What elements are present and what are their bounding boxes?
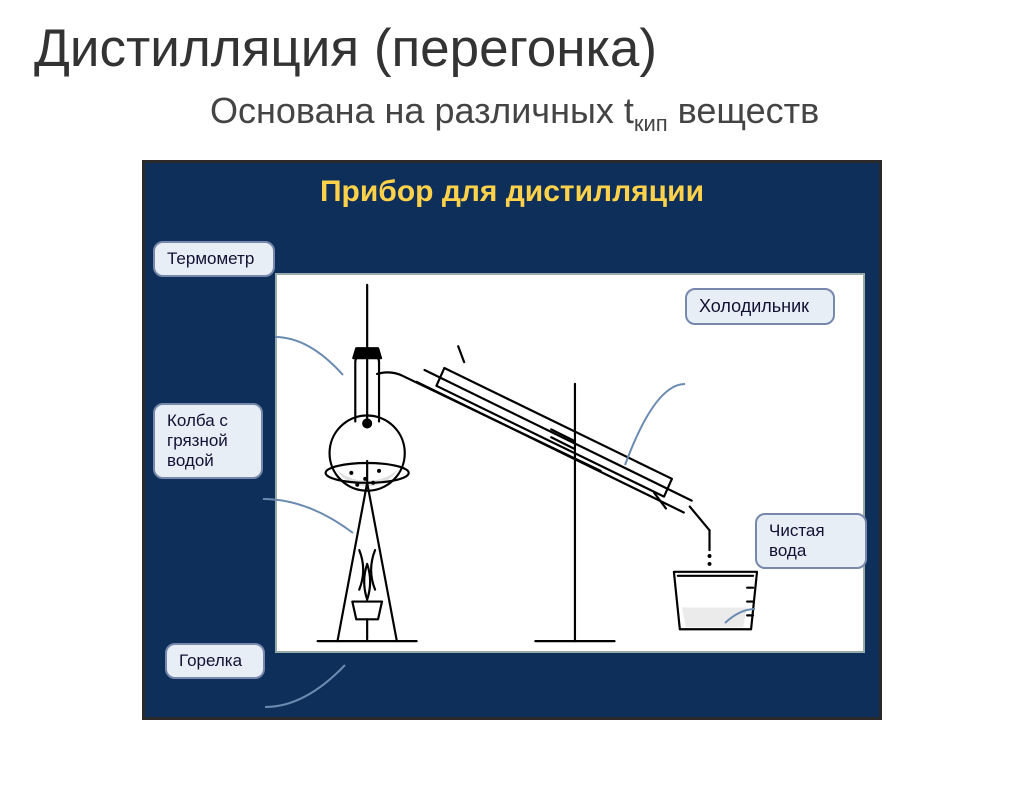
subtitle-prefix: Основана на различных t — [210, 90, 634, 131]
label-burner: Горелка — [165, 643, 265, 679]
label-pure-water: Чистаявода — [755, 513, 867, 569]
diagram-container: Прибор для дистилляции Термометр Холодил… — [142, 160, 882, 720]
slide-title: Дистилляция (перегонка) — [34, 18, 657, 79]
subtitle-sub: кип — [634, 111, 668, 136]
label-condenser: Холодильник — [685, 288, 835, 325]
diagram-title: Прибор для дистилляции — [145, 163, 879, 225]
label-flask: Колба сгрязнойводой — [153, 403, 263, 479]
slide-subtitle: Основана на различных tкип веществ — [210, 90, 819, 137]
subtitle-suffix: веществ — [668, 90, 820, 131]
label-thermometer: Термометр — [153, 241, 275, 277]
